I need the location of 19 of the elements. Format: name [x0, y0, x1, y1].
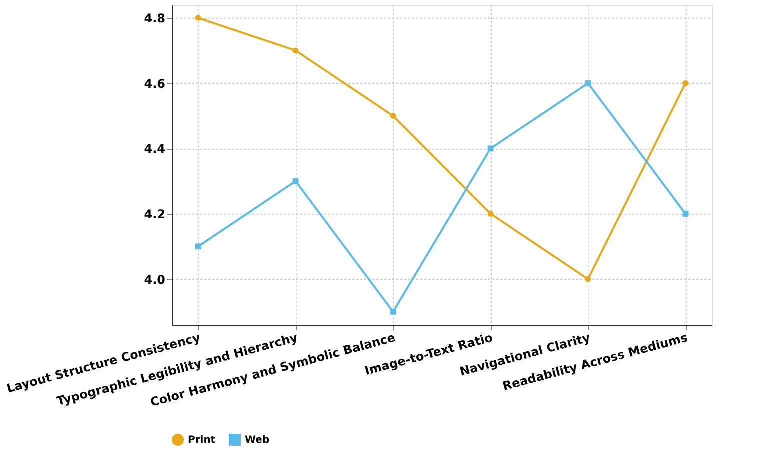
- point: [292, 48, 299, 54]
- y-tick-label: 4.8: [144, 12, 166, 26]
- legend-label: Print: [188, 435, 216, 446]
- point: [195, 244, 202, 250]
- point: [585, 80, 592, 86]
- y-tick-label: 4.2: [144, 207, 166, 222]
- point: [682, 80, 689, 86]
- point: [292, 178, 299, 184]
- point: [488, 211, 494, 217]
- point: [390, 308, 396, 315]
- point: [488, 146, 494, 152]
- point: [585, 276, 592, 282]
- legend-label: Web: [245, 435, 270, 446]
- point: [195, 15, 202, 22]
- point: [682, 211, 689, 217]
- y-tick-label: 4.4: [144, 142, 166, 156]
- y-tick-label: 4.0: [144, 272, 166, 287]
- point: [390, 113, 396, 119]
- y-tick-label: 4.6: [144, 76, 166, 91]
